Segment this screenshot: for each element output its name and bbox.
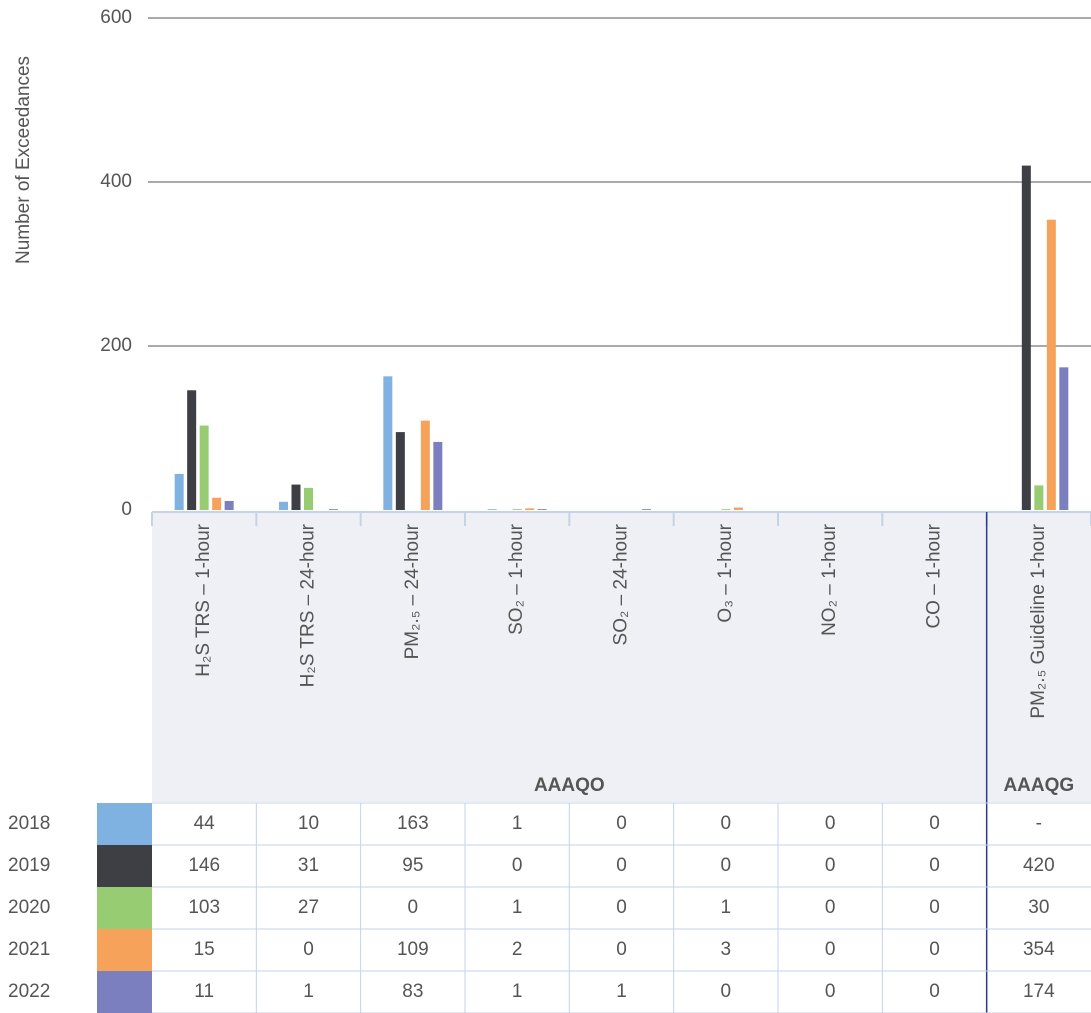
x-tick-label: PM₂.₅ – 24-hour (402, 523, 423, 659)
table-cell: 0 (512, 855, 523, 876)
bar (420, 420, 430, 510)
bar (212, 497, 222, 510)
x-tick-label: H₂S TRS – 24-hour (298, 523, 319, 687)
table-cell: 103 (188, 897, 220, 918)
bar (329, 509, 338, 510)
table-cell: 0 (303, 939, 314, 960)
bar (383, 376, 393, 510)
y-axis-label: Number of Exceedances (13, 56, 34, 264)
table-cell: 420 (1023, 855, 1055, 876)
table-cell: 10 (298, 813, 319, 834)
table-cell: 0 (616, 897, 627, 918)
group-label: AAAQG (1003, 775, 1074, 796)
legend-swatch (97, 803, 152, 845)
legend-label: 2020 (8, 897, 50, 918)
legend-label: 2022 (8, 981, 50, 1002)
table-cell: 0 (929, 939, 940, 960)
bar (721, 509, 731, 510)
x-tick-label: PM₂.₅ Guideline 1-hour (1028, 523, 1049, 718)
group-label: AAAQO (534, 775, 605, 796)
table-cell: 0 (825, 897, 836, 918)
legend-swatch (97, 971, 152, 1013)
table-cell: 0 (825, 939, 836, 960)
bar (291, 484, 301, 510)
table-cell: 0 (408, 897, 419, 918)
bar (199, 425, 209, 510)
table-cell: 1 (721, 897, 732, 918)
legend-swatch (97, 845, 152, 887)
table-cell: 0 (616, 855, 627, 876)
label-panel (152, 512, 1091, 802)
bar (304, 487, 313, 510)
table-cell: 163 (397, 813, 429, 834)
bar (1046, 219, 1056, 510)
x-tick-label: NO₂ – 1-hour (819, 523, 840, 636)
table-cell: 0 (825, 855, 836, 876)
table-cell: 0 (721, 855, 732, 876)
table-cell: 0 (616, 939, 627, 960)
x-tick-label: CO – 1-hour (924, 523, 945, 628)
table-cell: 1 (616, 981, 627, 1002)
bar (642, 509, 651, 510)
table-cell: 0 (825, 981, 836, 1002)
x-tick-label: H₂S TRS – 1-hour (193, 523, 214, 676)
table-cell: 109 (397, 939, 429, 960)
legend-label: 2021 (8, 939, 50, 960)
table-cell: 0 (721, 813, 732, 834)
bar (733, 507, 743, 510)
table-cell: 0 (825, 813, 836, 834)
table-cell: 0 (929, 897, 940, 918)
bar (1059, 367, 1069, 510)
table-cell: 174 (1023, 981, 1055, 1002)
bar (487, 509, 497, 510)
table-cell: - (1036, 813, 1042, 834)
table-cell: 83 (402, 981, 423, 1002)
table-cell: 11 (194, 981, 214, 1002)
table-cell: 146 (188, 855, 220, 876)
bar (279, 501, 288, 510)
table-cell: 1 (512, 897, 523, 918)
table-cell: 0 (929, 855, 940, 876)
table-cell: 354 (1023, 939, 1055, 960)
y-tick-label: 0 (121, 499, 132, 520)
x-tick-label: SO₂ – 24-hour (611, 523, 632, 645)
legend-swatch (97, 887, 152, 929)
table-cell: 3 (721, 939, 732, 960)
legend-label: 2019 (8, 855, 50, 876)
legend-swatch (97, 929, 152, 971)
y-tick-label: 600 (100, 7, 132, 28)
bar (187, 390, 197, 510)
legend-label: 2018 (8, 813, 50, 834)
bar (224, 500, 234, 510)
x-tick-label: O₃ – 1-hour (715, 523, 736, 622)
table-cell: 1 (303, 981, 314, 1002)
x-tick-label: SO₂ – 1-hour (506, 523, 527, 635)
bar (537, 509, 547, 510)
table-cell: 2 (512, 939, 523, 960)
table-cell: 27 (298, 897, 319, 918)
table-cell: 0 (929, 981, 940, 1002)
bar (1034, 485, 1044, 510)
table-cell: 30 (1028, 897, 1049, 918)
bar (395, 432, 405, 510)
bar (512, 509, 522, 510)
table-cell: 1 (512, 813, 523, 834)
table-cell: 0 (929, 813, 940, 834)
table-cell: 1 (512, 981, 523, 1002)
table-cell: 0 (616, 813, 627, 834)
table-cell: 15 (194, 939, 215, 960)
table-cell: 31 (298, 855, 319, 876)
bar (525, 508, 535, 510)
bar (433, 441, 443, 510)
table-cell: 0 (721, 981, 732, 1002)
bar (1021, 165, 1031, 510)
bar (174, 473, 184, 510)
y-tick-label: 400 (100, 171, 132, 192)
y-tick-label: 200 (100, 335, 132, 356)
table-cell: 44 (194, 813, 216, 834)
table-cell: 95 (402, 855, 423, 876)
